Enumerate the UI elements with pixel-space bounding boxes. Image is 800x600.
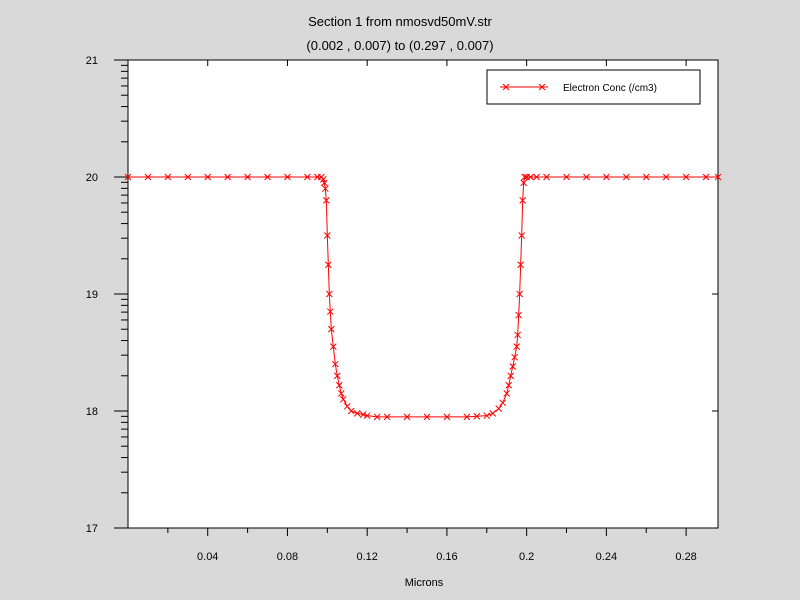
x-tick-label: 0.2 (519, 551, 534, 563)
data-point (124, 173, 132, 181)
chart-subtitle: (0.002 , 0.007) to (0.297 , 0.007) (306, 38, 494, 53)
data-point (520, 179, 528, 187)
axes: 17 18 19 20 21 0.04 0.08 0.12 0.16 0.2 0.24 0.28 (86, 55, 718, 563)
data-point (327, 325, 335, 333)
legend-marker (538, 83, 546, 91)
data-point (304, 173, 311, 181)
chart-title: Section 1 from nmosvd50mV.str (308, 14, 492, 29)
data-point (264, 173, 271, 181)
y-tick-label: 18 (86, 406, 98, 418)
data-point (347, 407, 355, 415)
x-tick-label: 0.12 (356, 551, 377, 563)
data-point (164, 173, 172, 181)
data-point (333, 372, 341, 380)
data-point (335, 381, 343, 389)
series-layer (124, 173, 722, 421)
data-point (511, 353, 519, 361)
data-point (499, 399, 507, 407)
data-point (495, 405, 503, 413)
x-tick-label: 0.28 (675, 551, 696, 563)
data-point (682, 173, 690, 181)
data-point (443, 413, 451, 421)
data-point (331, 360, 339, 368)
data-point (323, 232, 331, 239)
data-point (519, 197, 527, 204)
x-tick-label: 0.16 (436, 551, 457, 563)
y-tick-label: 17 (86, 523, 98, 535)
data-point (543, 173, 550, 181)
data-point (518, 232, 526, 239)
data-point (483, 412, 491, 420)
data-point (244, 173, 251, 181)
legend-label: Electron Conc (/cm3) (563, 83, 657, 94)
legend-marker (502, 83, 510, 91)
data-point (505, 381, 513, 389)
data-point (363, 412, 371, 420)
plot-area (127, 59, 719, 529)
x-tick-label: 0.04 (197, 551, 218, 563)
x-tick-label: 0.08 (277, 551, 298, 563)
data-point (509, 363, 517, 370)
data-point (583, 173, 590, 181)
data-point (516, 290, 524, 298)
data-point (324, 261, 332, 269)
data-point (642, 173, 650, 181)
data-point (513, 343, 521, 351)
data-point (702, 173, 710, 181)
data-point (662, 173, 670, 181)
data-point (622, 173, 630, 181)
data-point (383, 413, 391, 421)
data-point (514, 331, 522, 339)
data-point (337, 390, 345, 397)
x-axis-label: Microns (404, 577, 444, 589)
data-point (353, 409, 361, 417)
y-tick-label: 19 (86, 289, 98, 301)
y-tick-label: 20 (86, 172, 98, 184)
data-point (463, 413, 471, 421)
data-point (321, 185, 329, 193)
legend: Electron Conc (/cm3) (486, 69, 701, 105)
data-point (533, 173, 540, 181)
data-point (489, 409, 497, 417)
data-point (507, 372, 515, 380)
data-point (329, 343, 337, 351)
data-point (714, 173, 722, 181)
data-point (325, 290, 333, 298)
data-point (527, 173, 534, 181)
data-point (359, 411, 367, 418)
data-point (326, 308, 334, 315)
data-point (521, 173, 529, 181)
data-point (144, 173, 152, 181)
data-point (517, 261, 525, 269)
data-point (320, 179, 328, 187)
data-point (224, 173, 232, 181)
data-point (423, 413, 431, 421)
data-point (204, 173, 212, 181)
data-point (403, 413, 411, 421)
data-point (284, 173, 291, 181)
data-point (515, 311, 523, 319)
y-tick-label: 21 (86, 55, 98, 67)
data-point (373, 413, 381, 421)
data-point (503, 390, 511, 397)
data-point (322, 197, 330, 204)
data-point (184, 173, 192, 181)
data-point (339, 395, 347, 403)
data-point (563, 173, 570, 181)
data-point (473, 412, 481, 420)
data-point (603, 173, 610, 181)
x-tick-label: 0.24 (596, 551, 617, 563)
